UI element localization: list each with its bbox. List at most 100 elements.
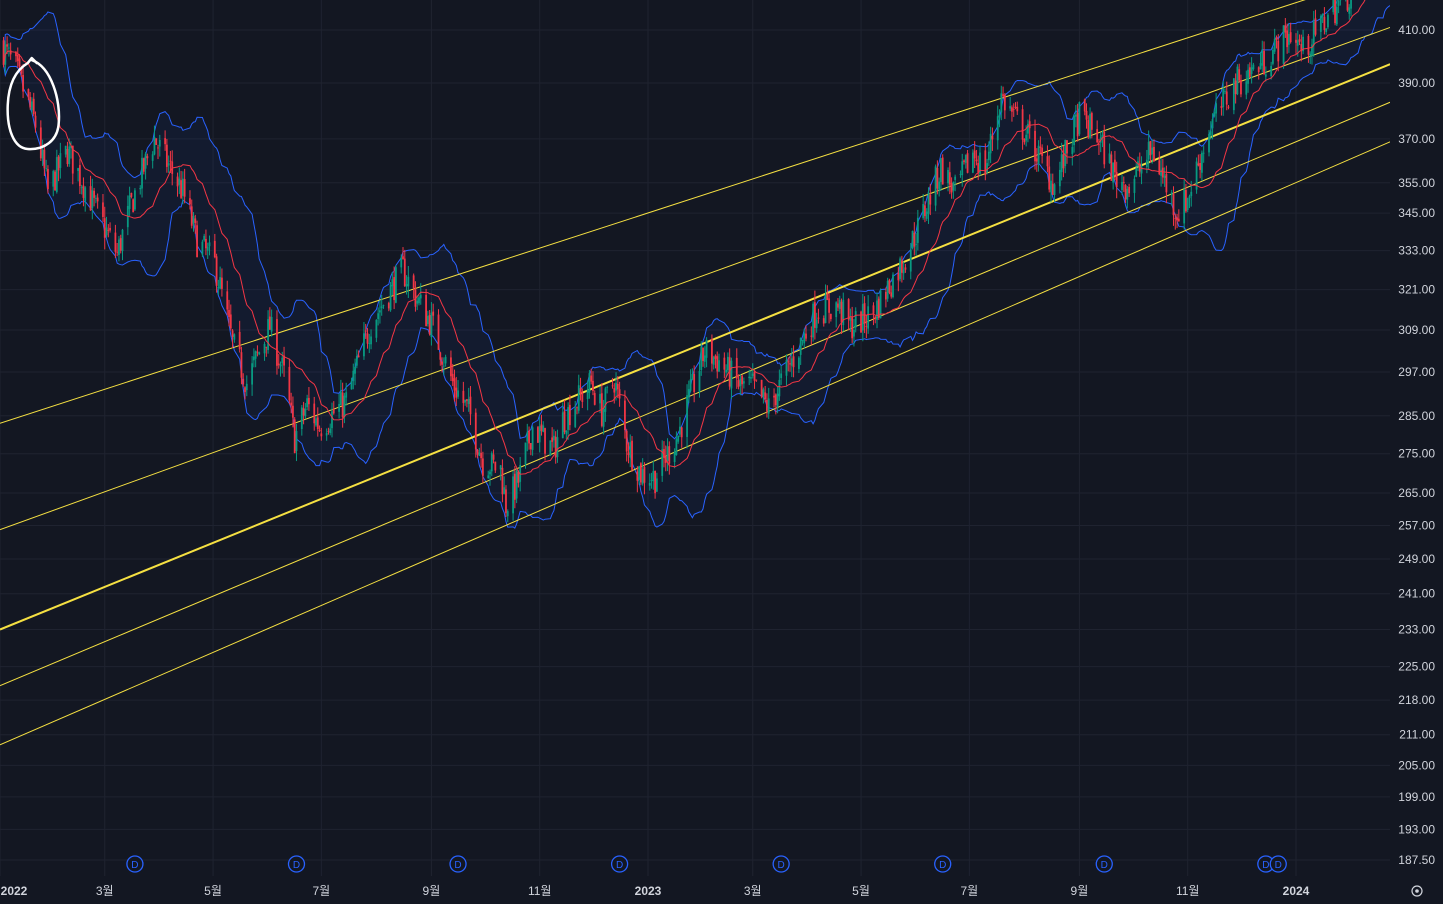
- candle-body: [576, 407, 578, 409]
- candle-body: [437, 314, 440, 350]
- time-tick-label: 9월: [1071, 884, 1089, 898]
- candle-body: [64, 145, 67, 155]
- candle-body: [419, 294, 422, 299]
- candle-body: [599, 393, 601, 404]
- settings-button[interactable]: [1411, 885, 1423, 897]
- candle-body: [190, 206, 193, 226]
- price-tick-label: 225.00: [1398, 660, 1435, 674]
- candle-body: [155, 138, 158, 145]
- bollinger-band-fill: [3, 0, 1391, 529]
- candle-body: [648, 482, 651, 486]
- candle-body: [742, 381, 745, 384]
- candle-body: [654, 470, 657, 494]
- price-tick-label: 249.00: [1398, 552, 1435, 566]
- candle-body: [837, 303, 839, 308]
- channel-line[interactable]: [0, 101, 1391, 687]
- channel-line[interactable]: [0, 141, 1391, 746]
- candle-body: [1300, 44, 1303, 51]
- dividend-marker[interactable]: [1269, 855, 1287, 873]
- candle-body: [39, 127, 42, 159]
- freehand-circle[interactable]: [6, 56, 61, 151]
- dividend-marker[interactable]: [934, 855, 952, 873]
- candle-body: [1039, 146, 1042, 148]
- candle-body: [748, 376, 751, 379]
- time-axis[interactable]: 2022 3월 5월 7월 9월 11월 2023 3월 5월 7월 9월 11월 2024: [0, 876, 1443, 904]
- candle-body: [1103, 131, 1106, 165]
- candle-body: [103, 218, 106, 238]
- candle-body: [726, 356, 729, 371]
- candle-body: [1245, 81, 1248, 95]
- candle-body: [1074, 114, 1077, 117]
- candle-body: [1240, 80, 1242, 95]
- candle-body: [961, 161, 964, 176]
- candle-body: [1174, 218, 1177, 219]
- freehand-circle-annotation[interactable]: [6, 56, 61, 151]
- gear-icon[interactable]: [1411, 885, 1423, 897]
- candle-body: [730, 360, 733, 389]
- candle-body: [1248, 67, 1251, 77]
- candle-body: [616, 383, 619, 390]
- candle-body: [350, 381, 353, 390]
- candle-body: [1115, 171, 1118, 188]
- candle-body: [760, 379, 763, 397]
- candle-body: [1014, 106, 1017, 108]
- dividend-marker[interactable]: [287, 855, 306, 873]
- candle-body: [29, 96, 32, 108]
- candle-body: [884, 291, 887, 300]
- candle-body: [430, 312, 433, 338]
- candle-body: [325, 433, 328, 436]
- candle-body: [1208, 133, 1210, 153]
- candle-body: [1250, 67, 1253, 74]
- candle-body: [666, 446, 669, 461]
- candle-body: [751, 373, 754, 376]
- candle-body: [233, 334, 236, 340]
- candle-body: [531, 427, 534, 450]
- candle-body: [1215, 103, 1218, 114]
- candle-body: [1183, 189, 1186, 224]
- candle-body: [355, 356, 358, 366]
- candle-body: [750, 377, 752, 379]
- price-tick-label: 297.00: [1398, 365, 1435, 379]
- candle-body: [1089, 113, 1091, 138]
- channel-line[interactable]: [0, 26, 1391, 531]
- candle-body: [281, 357, 284, 364]
- dividend-marker[interactable]: [772, 855, 790, 873]
- candle-body: [503, 487, 506, 494]
- candle-body: [1062, 154, 1065, 169]
- candle-body: [403, 258, 406, 286]
- price-axis[interactable]: 410.00 390.00 370.00 355.00 345.00 333.00 321.…: [1390, 0, 1443, 904]
- candle-body: [1158, 160, 1161, 175]
- candle-body: [1060, 154, 1063, 173]
- candle-body: [529, 443, 532, 450]
- candle-body: [544, 428, 546, 454]
- candle-body: [1185, 189, 1187, 212]
- candle-body: [753, 371, 756, 381]
- candle-body: [68, 146, 71, 165]
- candle-body: [762, 389, 765, 397]
- dividend-marker[interactable]: [449, 855, 467, 873]
- candle-body: [916, 217, 919, 243]
- dividend-marker[interactable]: [126, 855, 144, 873]
- candle-body: [208, 242, 211, 247]
- candle-body: [1027, 123, 1029, 134]
- candle-body: [1227, 106, 1230, 108]
- dividend-marker[interactable]: [1095, 855, 1113, 873]
- candle-body: [1012, 109, 1015, 110]
- candle-body: [780, 373, 783, 379]
- price-tick-label: 257.00: [1398, 519, 1435, 533]
- candle-body: [1312, 21, 1315, 46]
- channel-line[interactable]: [0, 63, 1391, 631]
- dividend-marker[interactable]: [610, 855, 629, 873]
- candle-body: [15, 52, 17, 57]
- channel-line[interactable]: [0, 0, 1390, 424]
- candle-body: [368, 343, 371, 344]
- price-tick-label: 187.50: [1398, 853, 1435, 867]
- candle-body: [16, 54, 19, 62]
- candle-body: [702, 347, 704, 362]
- candle-body: [698, 371, 701, 392]
- candle-body: [490, 453, 493, 472]
- candle-body: [389, 285, 392, 311]
